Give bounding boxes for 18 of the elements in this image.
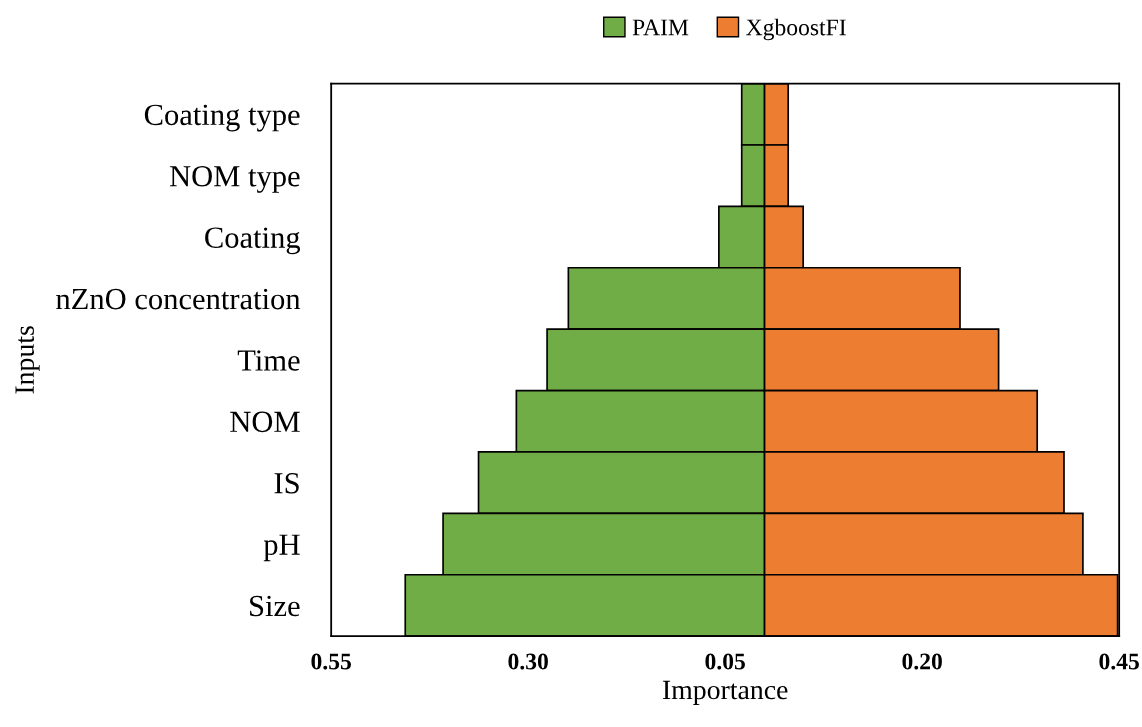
- legend-label: PAIM: [632, 19, 689, 36]
- y-axis-title: Inputs: [15, 326, 40, 394]
- x-tick-label: 0.30: [508, 653, 548, 670]
- x-axis-title: Importance: [662, 680, 788, 705]
- x-tick-label: 0.05: [705, 653, 745, 670]
- legend-label: XgboostFI: [746, 18, 846, 41]
- y-tick-label: nZnO concentration: [56, 288, 301, 310]
- x-tick-label: 0.45: [1099, 653, 1139, 670]
- y-tick-label: pH: [263, 534, 300, 562]
- x-tick-label: 0.55: [311, 653, 351, 670]
- x-tick-label: 0.20: [902, 653, 942, 670]
- y-tick-label: NOM: [230, 411, 300, 433]
- y-tick-label: Time: [237, 350, 300, 371]
- y-tick-label: Coating: [205, 227, 301, 255]
- y-tick-label: Coating type: [144, 104, 300, 132]
- y-tick-label: Size: [250, 595, 300, 617]
- y-tick-label: IS: [274, 473, 299, 494]
- y-tick-label: NOM type: [169, 166, 300, 193]
